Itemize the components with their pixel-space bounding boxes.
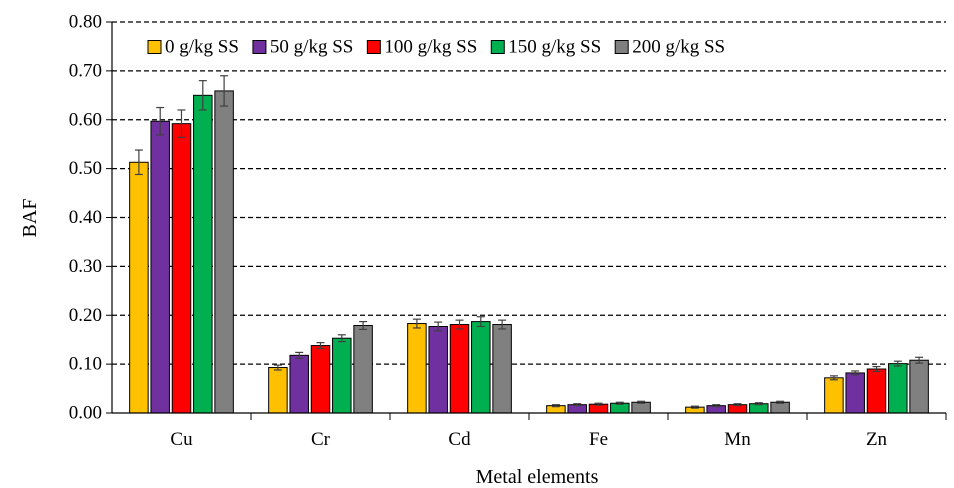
legend-label: 150 g/kg SS	[508, 37, 601, 58]
bar	[449, 324, 470, 414]
bar	[770, 401, 790, 414]
bar	[310, 345, 331, 414]
bar	[150, 120, 170, 414]
bar	[428, 325, 448, 414]
bar	[171, 123, 192, 414]
y-tick-label: 0.20	[69, 305, 102, 326]
x-tick-label: Fe	[589, 429, 608, 450]
y-tick-label: 0.40	[69, 207, 102, 228]
y-tick-label: 0.10	[69, 354, 102, 375]
legend-label: 50 g/kg SS	[270, 37, 353, 58]
bar	[289, 354, 309, 414]
y-tick-label: 0.60	[69, 109, 102, 130]
axes	[106, 21, 947, 420]
legend-swatch	[614, 40, 629, 54]
bar	[866, 368, 887, 414]
y-tick-label: 0.50	[69, 158, 102, 179]
tick-labels: 0.00 0.10 0.20 0.30 0.40 0.50 0.60 0.70 0.80 Cu Cr…	[69, 12, 888, 451]
legend-swatch	[147, 40, 162, 54]
x-tick-label: Mn	[724, 429, 751, 450]
bar	[845, 372, 865, 414]
bar	[824, 377, 844, 414]
bar	[332, 337, 352, 414]
y-axis-title: BAF	[19, 199, 41, 238]
bar	[129, 161, 149, 414]
legend-swatch	[252, 40, 267, 54]
y-tick-label: 0.80	[69, 12, 102, 33]
bar	[407, 323, 427, 414]
bar	[888, 363, 908, 414]
legend-label: 200 g/kg SS	[632, 37, 725, 58]
x-tick-label: Cd	[448, 429, 471, 450]
grid-lines	[112, 21, 946, 365]
error-bars	[134, 75, 924, 409]
bar	[471, 321, 491, 414]
legend-swatch	[366, 40, 381, 54]
legend-label: 100 g/kg SS	[384, 37, 477, 58]
x-tick-label: Cu	[170, 429, 193, 450]
y-tick-label: 0.00	[69, 403, 102, 424]
bar	[214, 90, 234, 414]
bar	[631, 401, 651, 414]
legend-label: 0 g/kg SS	[165, 37, 239, 58]
bar	[353, 325, 373, 414]
bar	[268, 367, 288, 414]
bar	[492, 324, 512, 414]
legend: 0 g/kg SS 50 g/kg SS 100 g/kg SS 150 g/kg S…	[147, 37, 725, 58]
y-tick-label: 0.30	[69, 256, 102, 277]
legend-swatch	[490, 40, 505, 54]
y-tick-label: 0.70	[69, 60, 102, 81]
bar	[193, 94, 213, 414]
bar	[909, 359, 929, 414]
x-tick-label: Cr	[311, 429, 331, 450]
x-axis-title: Metal elements	[476, 466, 599, 488]
x-tick-label: Zn	[866, 429, 888, 450]
